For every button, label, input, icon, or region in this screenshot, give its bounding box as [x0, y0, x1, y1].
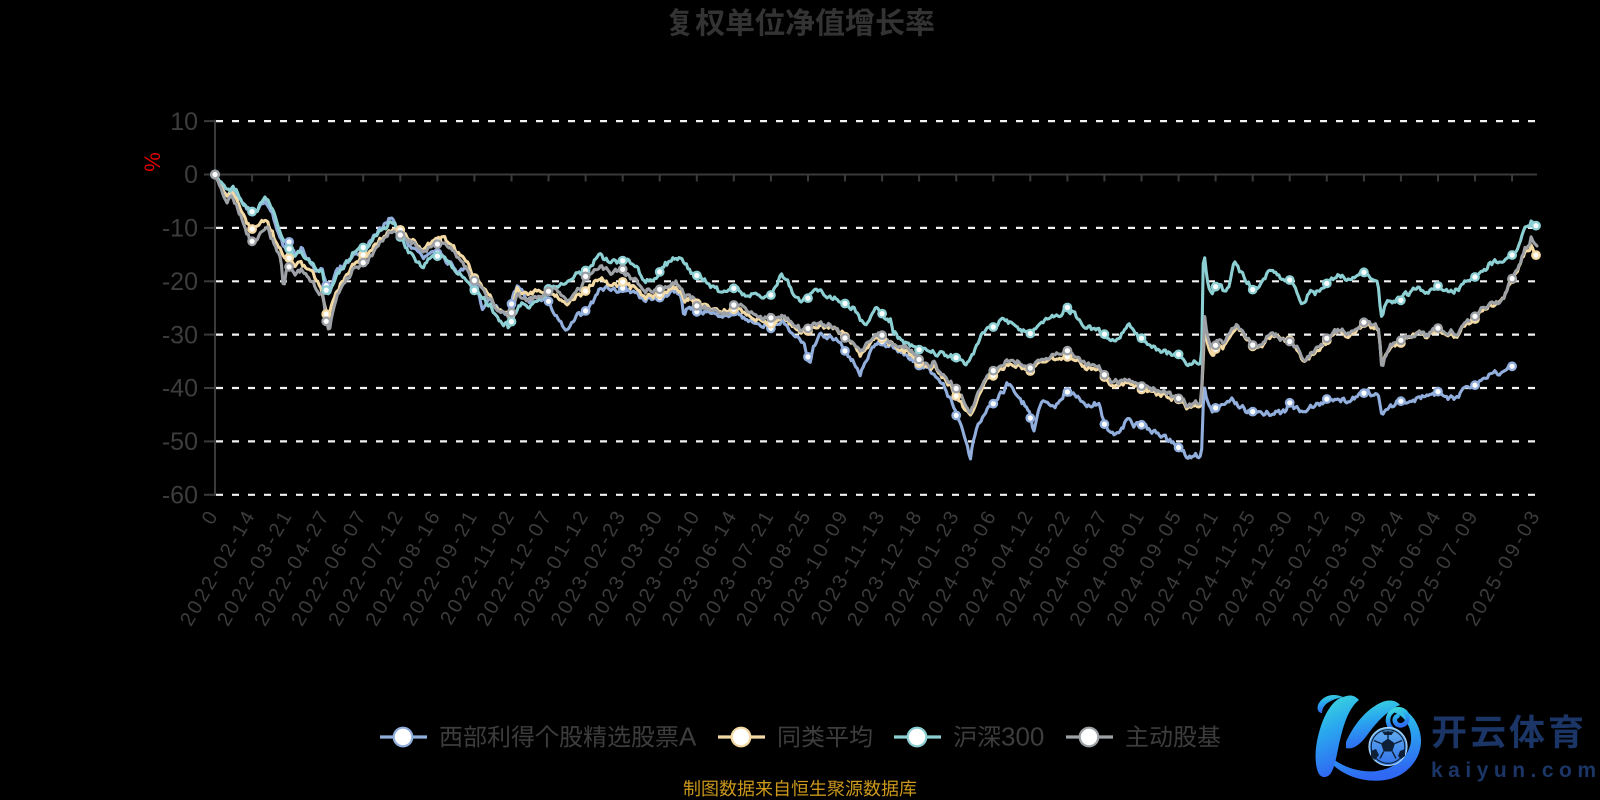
svg-text:%: % — [139, 152, 164, 172]
svg-text:-20: -20 — [162, 268, 198, 296]
svg-text:kaiyun.com: kaiyun.com — [1431, 759, 1600, 782]
svg-text:-10: -10 — [162, 215, 198, 243]
svg-text:-50: -50 — [162, 428, 198, 456]
svg-text:-60: -60 — [162, 482, 198, 510]
svg-text:-40: -40 — [162, 375, 198, 403]
svg-text:10: 10 — [170, 108, 198, 136]
svg-text:300: 300 — [1001, 722, 1044, 752]
svg-text:A: A — [679, 722, 697, 752]
svg-text:0: 0 — [184, 161, 198, 189]
svg-text:-30: -30 — [162, 321, 198, 349]
